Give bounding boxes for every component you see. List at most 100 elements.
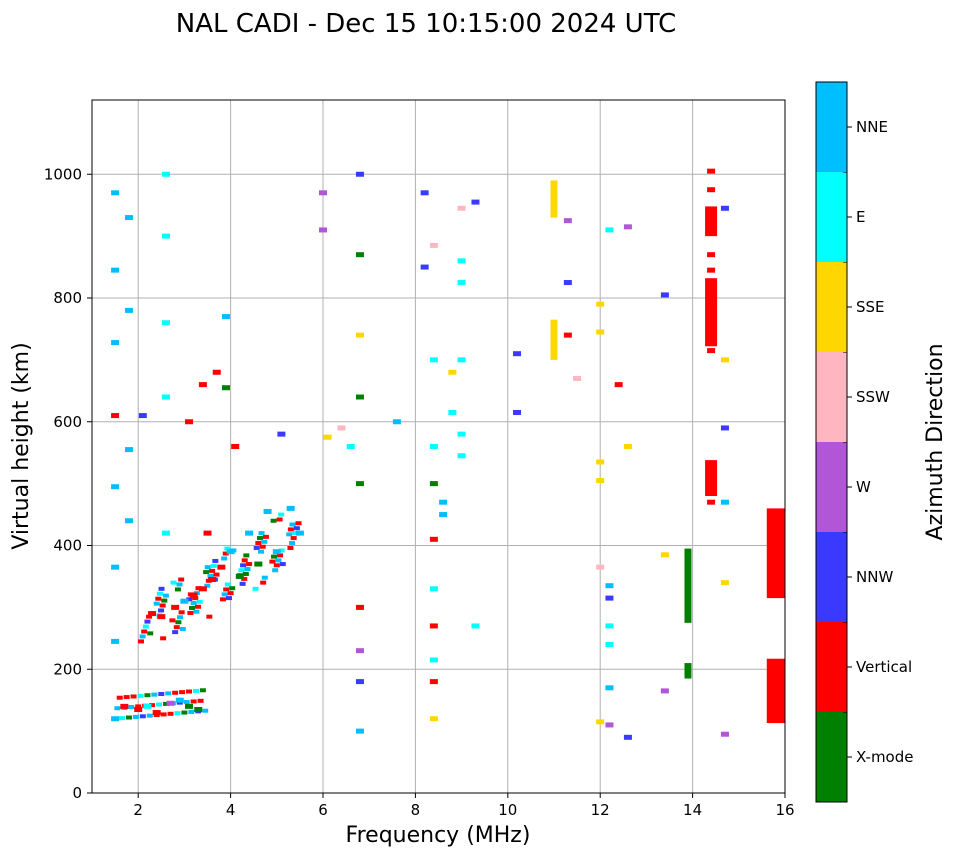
cluster-mark — [132, 714, 139, 719]
trace-mark — [295, 521, 302, 526]
trace-mark — [139, 634, 146, 639]
colorbar: X-mode Vertical NNW W SSW SSE E NNE — [815, 81, 913, 803]
echo-point — [337, 425, 346, 431]
echo-point — [660, 552, 669, 558]
trace-mark — [224, 582, 231, 587]
echo-point — [124, 307, 133, 313]
echo-point — [471, 199, 480, 205]
trace-mark — [258, 549, 265, 554]
cluster-mark — [162, 701, 169, 706]
cluster-mark — [165, 691, 172, 696]
echo-point — [457, 357, 466, 363]
echo-point — [111, 484, 120, 490]
trace-mark — [190, 601, 197, 606]
echo-point — [720, 357, 729, 363]
echo-point — [355, 332, 364, 338]
echo-point — [161, 171, 170, 177]
echo-point — [707, 168, 716, 174]
echo-point — [124, 215, 133, 221]
echo-point — [660, 292, 669, 298]
cluster-mark — [192, 688, 199, 693]
echo-point — [720, 580, 729, 586]
echo-point — [457, 205, 466, 211]
echo-segment — [684, 548, 692, 623]
colorbar-label: NNE — [856, 118, 888, 136]
echo-point — [111, 716, 120, 722]
colorbar-swatch — [816, 262, 847, 352]
colorbar-swatch — [816, 352, 847, 442]
echo-point — [319, 190, 327, 196]
y-tick-label: 600 — [53, 413, 82, 431]
echo-point — [355, 171, 364, 177]
cluster-mark — [151, 692, 158, 697]
echo-point — [392, 419, 401, 425]
x-tick-label: 10 — [498, 801, 517, 819]
echo-point — [596, 459, 605, 465]
trace-mark — [253, 545, 260, 550]
trace-mark — [262, 534, 269, 539]
echo-segment — [766, 658, 785, 724]
echo-point — [208, 577, 217, 583]
trace-mark — [275, 558, 282, 563]
colorbar-swatch — [816, 712, 847, 802]
echo-point — [231, 444, 240, 449]
colorbar-label: W — [856, 478, 871, 496]
echo-point — [152, 710, 161, 716]
trace-mark — [276, 517, 283, 522]
echo-point — [355, 394, 364, 400]
echo-point — [245, 530, 254, 536]
echo-point — [286, 505, 295, 511]
echo-point — [429, 444, 438, 449]
cluster-mark — [183, 700, 190, 705]
trace-mark — [260, 580, 267, 585]
trace-mark — [252, 586, 259, 591]
trace-mark — [156, 591, 163, 596]
trace-mark — [170, 580, 177, 585]
x-tick-label: 6 — [318, 801, 328, 819]
trace-mark — [261, 575, 268, 580]
trace-mark — [189, 605, 196, 610]
echo-point — [203, 530, 212, 536]
x-axis-label: Frequency (MHz) — [346, 823, 531, 848]
trace-mark — [146, 614, 153, 619]
cluster-mark — [167, 711, 174, 716]
trace-mark — [278, 548, 285, 553]
echo-point — [420, 264, 429, 270]
trace-mark — [178, 577, 185, 582]
echo-point — [596, 719, 605, 725]
trace-mark — [153, 601, 160, 606]
echo-segment — [684, 663, 692, 679]
echo-point — [194, 706, 203, 712]
trace-mark — [172, 630, 179, 635]
trace-mark — [292, 531, 299, 536]
trace-mark — [224, 546, 231, 551]
echo-point — [254, 561, 263, 567]
trace-mark — [271, 554, 278, 559]
echo-point — [448, 409, 457, 415]
trace-mark — [173, 625, 180, 630]
trace-mark — [272, 568, 279, 573]
cluster-mark — [199, 688, 206, 693]
echo-point — [623, 224, 632, 230]
trace-mark — [289, 541, 296, 546]
echo-point — [605, 642, 614, 647]
trace-mark — [175, 620, 182, 625]
echo-point — [429, 481, 438, 487]
echo-point — [596, 478, 605, 484]
trace-mark — [179, 627, 186, 632]
echo-segment — [705, 278, 718, 347]
trace-mark — [225, 596, 232, 601]
x-tick-label: 12 — [591, 801, 610, 819]
echo-point — [720, 499, 729, 505]
trace-mark — [187, 610, 194, 615]
x-tick-label: 16 — [775, 801, 794, 819]
echo-point — [355, 604, 364, 610]
x-tick-label: 14 — [683, 801, 702, 819]
echo-point — [198, 382, 207, 388]
echo-point — [111, 638, 120, 644]
trace-mark — [195, 586, 202, 591]
trace-mark — [227, 591, 234, 596]
echo-point — [111, 190, 120, 196]
echo-point — [596, 329, 605, 335]
echo-point — [346, 444, 355, 449]
